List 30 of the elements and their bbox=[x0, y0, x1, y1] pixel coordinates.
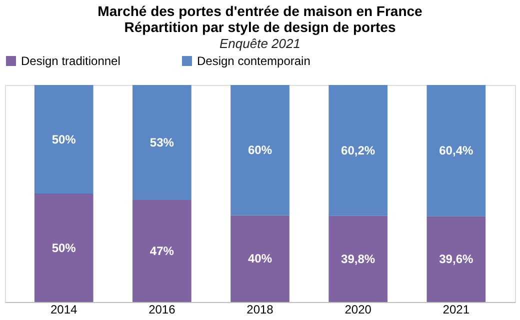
bar bbox=[34, 85, 94, 194]
data-label: 60,2% bbox=[341, 143, 376, 158]
text: Répartition par style de design de portes bbox=[124, 19, 396, 35]
data-label: 53% bbox=[150, 136, 174, 150]
bar bbox=[426, 216, 486, 302]
bar bbox=[328, 216, 388, 302]
bar bbox=[426, 85, 486, 216]
data-label: 47% bbox=[150, 244, 174, 258]
x-tick-label: 2020 bbox=[344, 302, 372, 316]
bar bbox=[328, 85, 388, 216]
bar bbox=[132, 85, 192, 200]
x-tick-label: 2018 bbox=[246, 302, 274, 316]
data-label: 39,6% bbox=[439, 252, 474, 266]
bar bbox=[132, 200, 192, 302]
x-tick-label: 2014 bbox=[50, 302, 78, 316]
x-tick-label: 2016 bbox=[148, 302, 176, 316]
data-label: 50% bbox=[52, 132, 76, 146]
x-tick-label: 2021 bbox=[442, 302, 470, 316]
chart-subtitle: Enquête 2021 bbox=[220, 36, 300, 51]
data-label: 60% bbox=[248, 143, 272, 158]
bar bbox=[34, 194, 94, 302]
legend-label: Design contemporain bbox=[197, 54, 310, 68]
bar bbox=[230, 215, 290, 302]
legend-label: Design traditionnel bbox=[21, 54, 120, 68]
data-label: 39,8% bbox=[341, 252, 376, 266]
data-label: 40% bbox=[248, 252, 272, 266]
data-label: 60,4% bbox=[439, 144, 474, 158]
bar bbox=[230, 85, 290, 216]
data-label: 50% bbox=[52, 240, 76, 255]
text: Marché des portes d'entrée de maison en France bbox=[98, 3, 422, 19]
